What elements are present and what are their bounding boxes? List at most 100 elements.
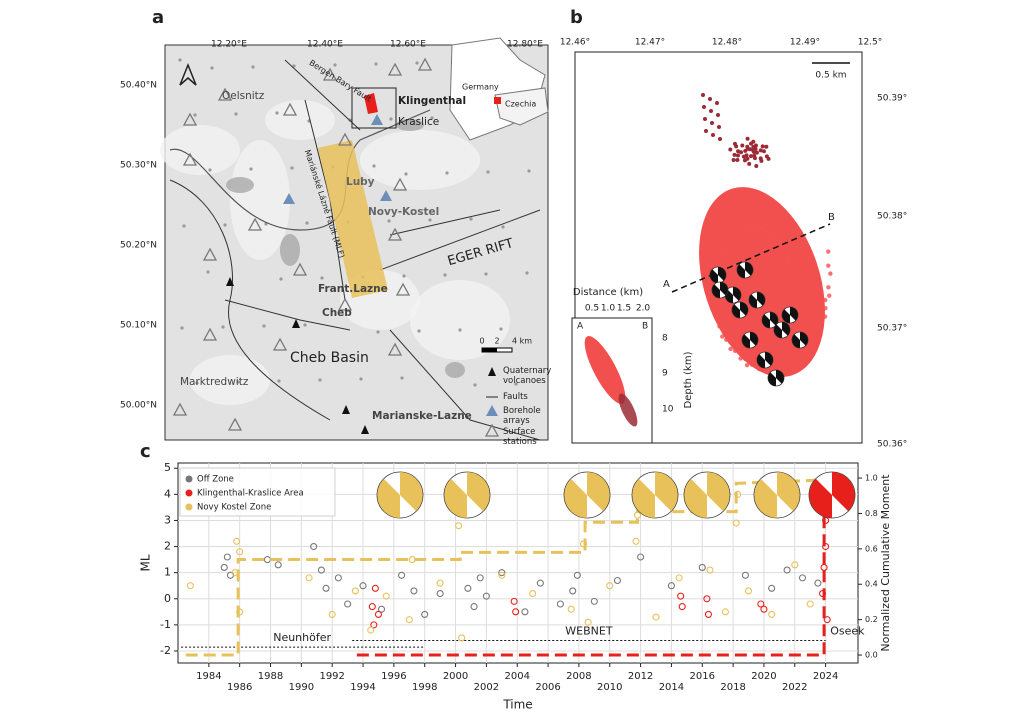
lon-tick-label: 12.5° bbox=[858, 38, 883, 48]
data-point bbox=[768, 610, 776, 618]
y-axis-label: ML bbox=[139, 554, 153, 571]
focal-mechanism-quadrant bbox=[732, 302, 748, 318]
place-label: Frant.Lazne bbox=[318, 283, 388, 295]
zoom-box bbox=[351, 87, 397, 129]
focal-mechanism-quadrant bbox=[710, 267, 726, 283]
surface-station bbox=[227, 417, 243, 431]
terrain bbox=[230, 140, 290, 260]
seismicity-dot bbox=[514, 382, 518, 386]
event-cloud bbox=[699, 187, 825, 377]
seismicity-cluster bbox=[445, 362, 465, 378]
legend-borehole bbox=[486, 405, 498, 416]
event-dot-old bbox=[702, 105, 706, 109]
event-dot-old bbox=[748, 147, 753, 152]
surface-station bbox=[272, 337, 288, 351]
event-dot bbox=[826, 285, 831, 290]
event-dot-old bbox=[745, 144, 750, 149]
event-dot bbox=[809, 342, 814, 347]
event-dot-old bbox=[747, 161, 752, 166]
north-arrow bbox=[179, 62, 197, 86]
focal-mechanism-quadrant bbox=[774, 322, 790, 338]
data-point bbox=[382, 592, 390, 600]
lat-tick-label: 50.20°N bbox=[120, 241, 157, 251]
data-point bbox=[351, 587, 359, 595]
data-point bbox=[573, 571, 581, 579]
event-dot bbox=[817, 325, 822, 330]
y-tick-label: 3 bbox=[164, 513, 171, 526]
legend-label: Klingenthal-Kraslice Area bbox=[197, 489, 304, 499]
seismicity-dot bbox=[221, 325, 225, 329]
event-dot-old bbox=[754, 164, 759, 169]
terrain bbox=[190, 355, 270, 405]
seismicity-dot bbox=[486, 170, 490, 174]
event-dot bbox=[785, 357, 791, 363]
event-dot-old bbox=[732, 152, 737, 157]
seismicity-cluster bbox=[280, 234, 300, 266]
surface-station bbox=[337, 132, 353, 146]
surface-station bbox=[202, 327, 218, 341]
focal-mechanism-quadrant bbox=[737, 262, 753, 278]
data-point bbox=[823, 616, 831, 624]
section-cloud-old bbox=[618, 393, 638, 427]
data-point bbox=[652, 613, 660, 621]
data-point bbox=[498, 569, 506, 577]
seismicity-dot bbox=[249, 167, 253, 171]
panel-label: a bbox=[152, 7, 164, 28]
beachball-quadrant bbox=[809, 472, 855, 518]
legend-box bbox=[179, 467, 336, 517]
beachball-quadrant bbox=[632, 472, 678, 518]
event-dot-old bbox=[761, 149, 766, 154]
borehole-array bbox=[371, 114, 383, 125]
seismicity-dot bbox=[525, 271, 529, 275]
event-dot bbox=[712, 298, 717, 303]
seismicity-dot bbox=[469, 217, 473, 221]
event-dot bbox=[718, 317, 724, 323]
focal-mechanism-quadrant bbox=[742, 332, 758, 348]
event-dot bbox=[744, 228, 749, 233]
y2-tick-label: 0.2 bbox=[865, 615, 878, 624]
event-dot-old bbox=[752, 156, 757, 161]
seismicity-dot bbox=[400, 376, 404, 380]
focal-mechanism-quadrant bbox=[768, 370, 784, 386]
data-point bbox=[757, 600, 765, 608]
data-point bbox=[569, 587, 577, 595]
event-dot-old bbox=[742, 158, 747, 163]
x-tick-label: 1990 bbox=[289, 682, 314, 693]
y2-tick-label: 0.0 bbox=[865, 651, 878, 660]
seismicity-dot bbox=[279, 277, 283, 281]
y2-tick-label: 0.8 bbox=[865, 509, 878, 518]
x-tick-label: 1984 bbox=[196, 671, 221, 682]
data-point bbox=[536, 579, 544, 587]
cumulative-line bbox=[185, 478, 826, 657]
data-point bbox=[677, 592, 685, 600]
data-point bbox=[721, 608, 729, 616]
seismicity-dot bbox=[318, 378, 322, 382]
data-point bbox=[584, 618, 592, 626]
event-dot bbox=[749, 362, 755, 367]
seismicity-dot bbox=[180, 326, 184, 330]
lon-tick-label: 12.49° bbox=[790, 38, 820, 48]
panel-label: c bbox=[140, 441, 151, 462]
y-tick-label: 4 bbox=[164, 487, 171, 500]
data-point bbox=[798, 574, 807, 582]
event-dot-old bbox=[754, 150, 759, 155]
event-dot bbox=[811, 334, 816, 340]
scale-bar bbox=[482, 348, 497, 352]
surface-station bbox=[387, 227, 403, 241]
seismicity-dot bbox=[473, 383, 477, 387]
legend-label: Novy Kostel Zone bbox=[197, 503, 271, 513]
seismicity-dot bbox=[223, 223, 227, 227]
event-dot bbox=[823, 306, 828, 311]
event-dot bbox=[768, 233, 773, 238]
event-dot bbox=[740, 224, 746, 230]
event-dot bbox=[738, 356, 743, 361]
event-dot-old bbox=[718, 137, 722, 141]
event-dot-old bbox=[708, 97, 712, 101]
beachball-quadrant bbox=[377, 472, 423, 518]
surface-station bbox=[217, 87, 233, 101]
place-label: Luby bbox=[346, 176, 375, 188]
x-tick-label: 1992 bbox=[319, 671, 344, 682]
legend-marker bbox=[185, 489, 193, 497]
event-dot bbox=[728, 340, 733, 345]
terrain bbox=[360, 130, 480, 190]
